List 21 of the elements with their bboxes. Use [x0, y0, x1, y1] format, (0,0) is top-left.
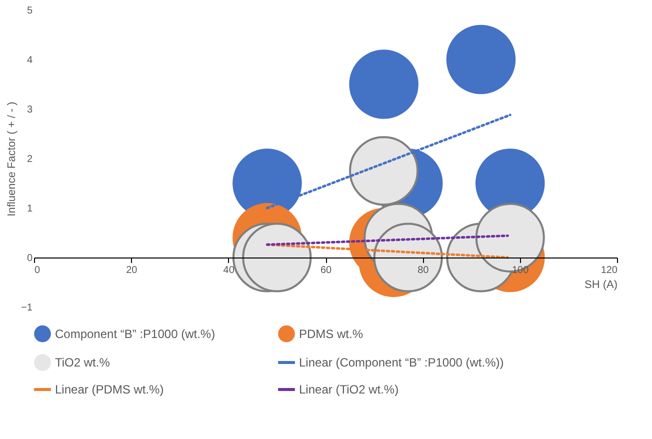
y-tick-label: 0	[26, 253, 33, 264]
legend-label: Linear (PDMS wt.%)	[55, 382, 164, 396]
legend-label: Linear (TiO2 wt.%)	[299, 382, 399, 396]
y-axis-title: Influence Factor ( + / - )	[6, 102, 18, 216]
x-tick-label: 20	[126, 265, 138, 276]
legend-label: Linear (Component “B” :P1000 (wt.%))	[299, 356, 504, 370]
x-tick-label: 120	[600, 265, 618, 276]
x-tick-label: 0	[34, 265, 40, 276]
y-tick-label: 5	[26, 6, 33, 16]
legend-label: Component “B” :P1000 (wt.%)	[55, 326, 216, 341]
y-tick-label: 4	[26, 55, 33, 66]
x-axis-title: SH (A)	[584, 279, 618, 291]
legend-label: TiO2 wt.%	[55, 356, 110, 370]
y-tick-label: 1	[26, 204, 33, 214]
y-tick-label: 3	[26, 104, 33, 116]
x-tick-label: 60	[320, 265, 332, 276]
y-tick-label: 2	[26, 154, 33, 165]
legend-label: PDMS wt.%	[299, 326, 364, 341]
x-tick-label: 40	[223, 265, 235, 276]
x-tick-label: 80	[418, 265, 430, 276]
y-tick-label: −1	[21, 302, 33, 314]
